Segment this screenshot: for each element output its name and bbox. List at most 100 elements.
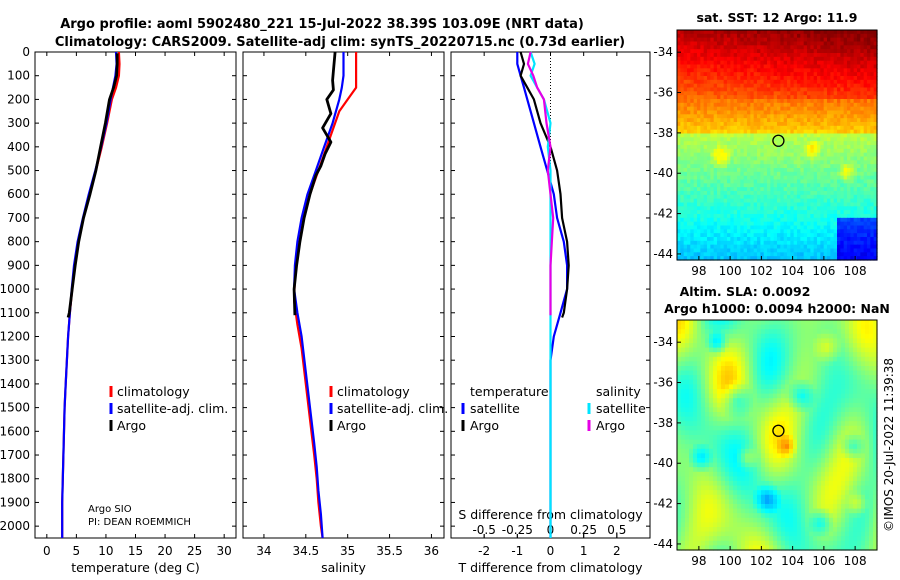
map-cell: [733, 198, 738, 204]
map-cell: [841, 402, 846, 408]
map-cell: [797, 133, 801, 138]
map-cell: [783, 156, 788, 161]
map-cell: [687, 256, 691, 261]
map-cell: [867, 49, 871, 54]
map-cell: [827, 49, 831, 54]
map-cell: [817, 412, 822, 418]
map-cell: [721, 352, 726, 358]
map-cell: [705, 320, 710, 326]
map-cell: [757, 156, 761, 161]
map-cell: [700, 68, 705, 73]
map-cell: [757, 225, 761, 230]
map-cell: [833, 412, 838, 418]
map-cell: [783, 137, 788, 142]
map-cell: [689, 343, 694, 349]
map-cell: [740, 148, 745, 154]
map-cell: [703, 233, 708, 238]
map-cell: [810, 214, 815, 219]
map-cell: [870, 110, 875, 115]
map-cell: [780, 122, 785, 127]
map-cell: [720, 179, 725, 184]
map-cell: [783, 148, 788, 154]
map-cell: [693, 83, 698, 89]
map-cell: [800, 168, 805, 173]
map-cell: [707, 41, 711, 46]
map-cell: [863, 60, 868, 66]
map-cell: [769, 379, 774, 385]
map-cell: [843, 106, 848, 112]
map-cell: [787, 160, 791, 165]
map-cell: [845, 398, 850, 404]
map-cell: [809, 416, 814, 422]
map-cell: [683, 56, 688, 62]
map-cell: [745, 343, 750, 349]
map-cell: [810, 125, 815, 131]
map-cell: [810, 133, 815, 138]
map-cell: [773, 240, 778, 246]
x-tick-label: 34: [256, 544, 271, 558]
map-cell: [717, 187, 721, 192]
map-cell: [800, 198, 805, 204]
map-cell: [723, 160, 728, 165]
map-cell: [827, 183, 831, 188]
map-cell: [687, 179, 691, 184]
map-cell: [729, 416, 734, 422]
map-cell: [825, 407, 830, 413]
map-cell: [865, 324, 870, 330]
map-cell: [863, 91, 868, 96]
map-cell: [737, 53, 741, 58]
map-cell: [783, 206, 788, 211]
x-tick-label: 35.5: [376, 544, 403, 558]
map-cell: [837, 361, 842, 367]
map-cell: [797, 343, 802, 349]
map-cell: [845, 333, 850, 339]
map-cell: [873, 83, 878, 89]
map-cell: [743, 171, 748, 177]
map-cell: [730, 125, 735, 131]
map-cell: [717, 221, 721, 227]
map-cell: [727, 118, 731, 123]
map-cell: [777, 338, 782, 344]
map-cell: [730, 252, 735, 257]
map-cell: [763, 133, 768, 138]
map-cell: [813, 114, 818, 119]
map-cell: [787, 217, 791, 223]
map-cell: [723, 102, 728, 108]
map-cell: [813, 248, 818, 253]
map-cell: [843, 76, 848, 81]
map-cell: [707, 210, 711, 215]
map-cell: [690, 79, 695, 85]
map-cell: [797, 389, 802, 395]
map-cell: [770, 175, 775, 181]
map-cell: [840, 118, 845, 123]
map-cell: [847, 237, 851, 242]
series-line-salinity-argo: [526, 51, 555, 316]
map-cell: [750, 45, 755, 50]
map-cell: [860, 248, 865, 253]
map-cell: [685, 329, 690, 335]
map-cell: [783, 122, 788, 127]
map-cell: [860, 175, 865, 181]
map-cell: [720, 91, 725, 96]
map-cell: [873, 384, 878, 390]
map-cell: [733, 191, 738, 196]
map-cell: [737, 214, 741, 219]
map-cell: [713, 248, 718, 253]
map-cell: [725, 412, 730, 418]
map-cell: [680, 56, 685, 62]
map-cell: [769, 333, 774, 339]
map-cell: [787, 72, 791, 77]
map-cell: [785, 393, 790, 399]
y-tick-label: 1200: [0, 329, 30, 343]
map-cell: [813, 398, 818, 404]
map-cell: [783, 91, 788, 96]
map-cell: [740, 122, 745, 127]
map-cell: [763, 148, 768, 154]
map-cell: [733, 202, 738, 207]
map-cell: [781, 366, 786, 372]
map-cell: [745, 375, 750, 381]
map-cell: [801, 320, 806, 326]
map-cell: [833, 256, 838, 261]
map-cell: [760, 91, 765, 96]
map-cell: [777, 41, 781, 46]
